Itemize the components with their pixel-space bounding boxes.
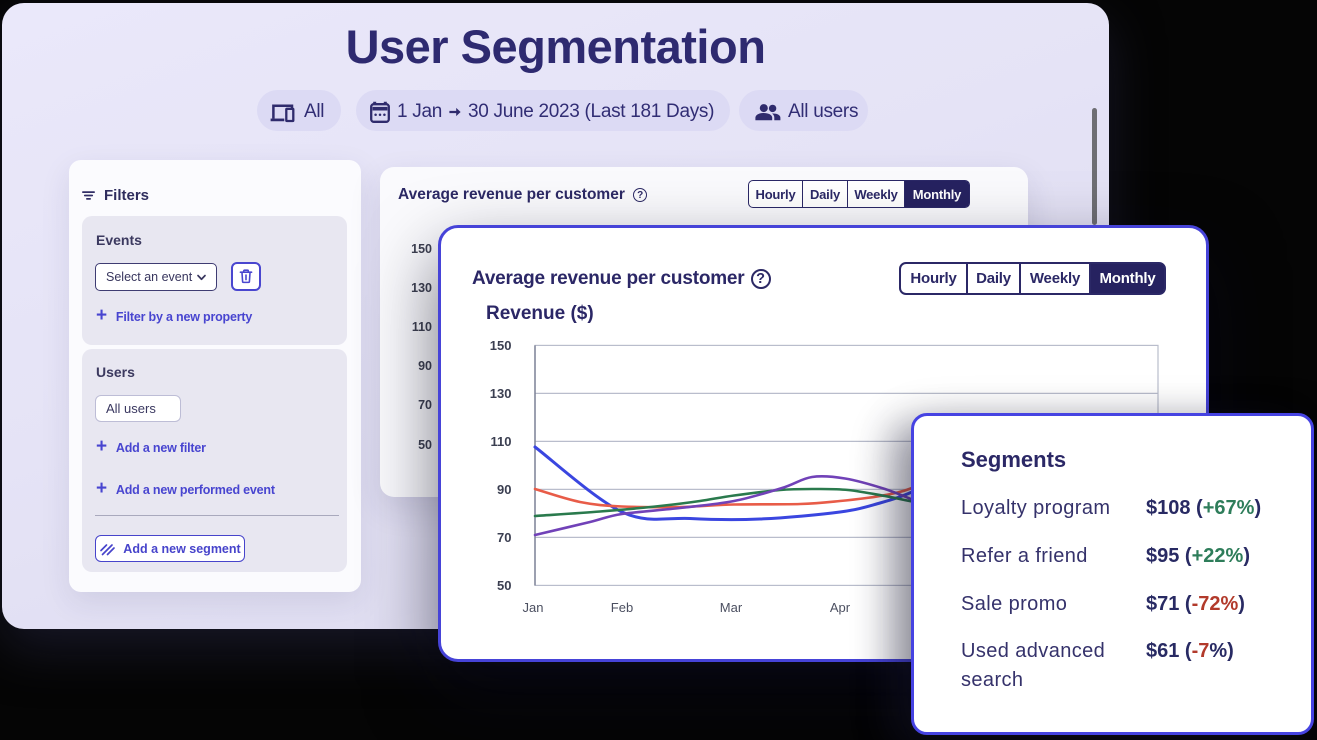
svg-text:90: 90 — [497, 482, 511, 497]
svg-text:Mar: Mar — [720, 600, 743, 615]
svg-text:110: 110 — [491, 434, 512, 449]
svg-text:Apr: Apr — [830, 600, 851, 615]
svg-text:Feb: Feb — [611, 600, 633, 615]
svg-text:150: 150 — [490, 338, 512, 353]
svg-text:130: 130 — [490, 386, 512, 401]
svg-text:50: 50 — [497, 578, 511, 593]
svg-text:70: 70 — [497, 530, 511, 545]
svg-text:Jan: Jan — [523, 600, 544, 615]
